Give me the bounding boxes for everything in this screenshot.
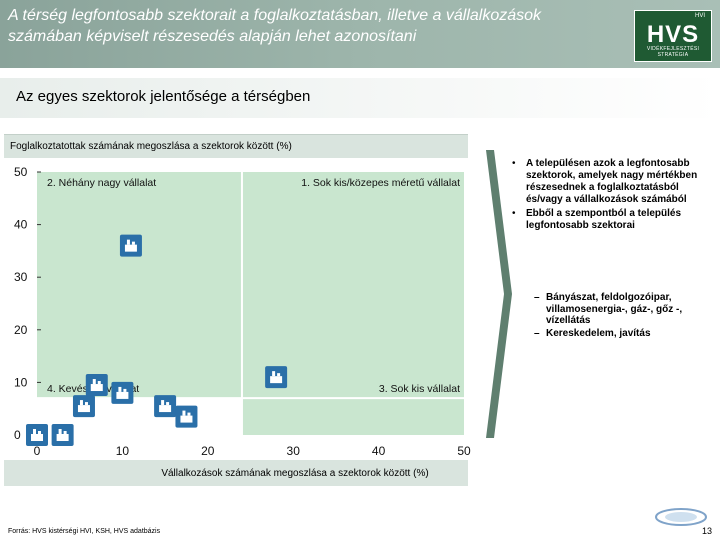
hvs-logo: HVI HVS VIDÉKFEJLESZTÉSI STRATÉGIA <box>634 10 712 62</box>
logo-main-text: HVS <box>646 21 700 48</box>
arrow-right-icon <box>486 150 512 438</box>
y-tick-label: 20 <box>14 323 28 337</box>
education-icon <box>51 424 74 446</box>
y-tick-label: 10 <box>14 375 28 389</box>
y-tick-label: 30 <box>14 270 28 284</box>
building-icon <box>175 405 198 428</box>
page-title: A térség legfontosabb szektorait a fogla… <box>8 7 542 45</box>
gear-icon <box>26 424 48 446</box>
quadrant-label: 1. Sok kis/közepes méretű vállalat <box>301 177 460 189</box>
logo-small-text: HVI <box>694 13 705 19</box>
scatter-chart: 2. Néhány nagy vállalat 1. Sok kis/közepe… <box>14 165 471 458</box>
bullet-list: A településen azok a legfontosabb szekto… <box>512 158 712 234</box>
footer-logo-icon <box>655 508 707 526</box>
sector-list: Bányászat, feldolgozóipar, villamosenerg… <box>534 292 704 340</box>
tools-icon <box>85 374 108 397</box>
logo-sub-text: VIDÉKFEJLESZTÉSI STRATÉGIA <box>646 46 700 58</box>
y-tick-label: 50 <box>14 165 28 179</box>
page-number: 13 <box>702 526 713 536</box>
chart-title-bar <box>4 134 468 158</box>
y-tick-label: 0 <box>14 428 21 442</box>
quadrant-2 <box>37 172 242 399</box>
bullet-item: Ebből a szempontból a település legfonto… <box>512 208 712 232</box>
quadrant-label: 2. Néhány nagy vállalat <box>47 177 156 189</box>
sector-item: Bányászat, feldolgozóipar, villamosenerg… <box>534 292 704 327</box>
quadrant-1 <box>241 172 464 399</box>
sector-item: Kereskedelem, javítás <box>534 328 704 340</box>
x-tick-label: 10 <box>116 444 130 458</box>
factory-icon <box>119 234 142 257</box>
y-tick-label: 40 <box>14 218 28 232</box>
bullet-item: A településen azok a legfontosabb szekto… <box>512 158 712 206</box>
chart-title: Foglalkoztatottak számának megoszlása a … <box>10 141 292 152</box>
x-axis-title-bar <box>4 460 468 486</box>
source-note: Forrás: HVS kistérségi HVI, KSH, HVS ada… <box>8 528 161 535</box>
agriculture-icon <box>265 366 288 389</box>
tree-icon <box>111 381 134 404</box>
x-tick-label: 0 <box>34 444 41 458</box>
section-subtitle: Az egyes szektorok jelentősége a térségb… <box>16 88 311 105</box>
x-tick-label: 40 <box>372 444 386 458</box>
x-tick-label: 30 <box>287 444 301 458</box>
x-tick-label: 50 <box>457 444 471 458</box>
construction-icon <box>154 395 177 418</box>
x-axis-title: Vállalkozások számának megoszlása a szek… <box>161 468 429 479</box>
transport-icon <box>72 395 95 418</box>
quadrant-3 <box>241 398 464 435</box>
header-banner <box>0 0 720 68</box>
quadrant-label: 3. Sok kis vállalat <box>379 383 460 395</box>
subtitle-bar <box>0 78 720 118</box>
x-tick-label: 20 <box>201 444 215 458</box>
